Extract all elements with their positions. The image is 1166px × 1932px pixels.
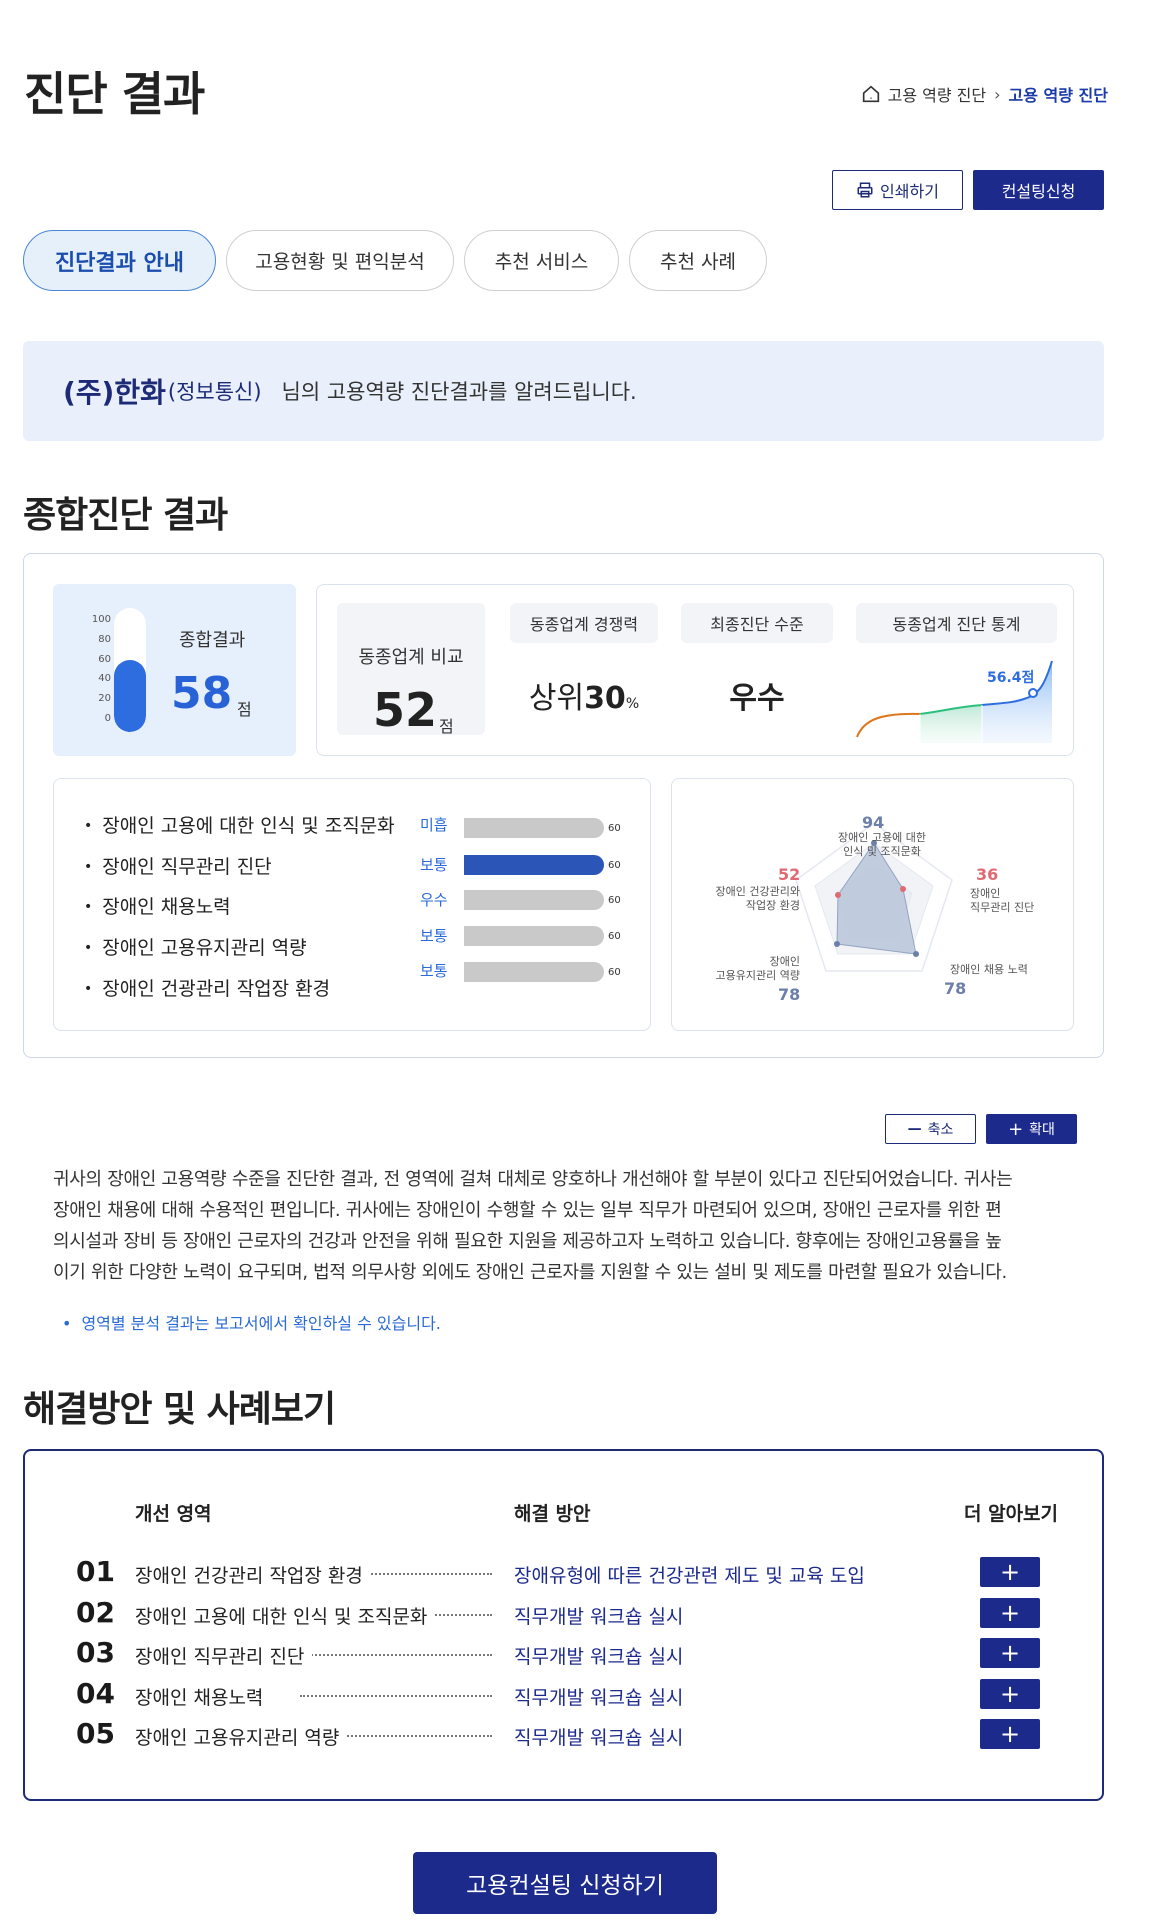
radar-label: 장애인 직무관리 진단 xyxy=(970,887,1035,914)
radar-value: 94 xyxy=(862,813,885,832)
area-name: 장애인 채용노력 xyxy=(84,892,230,919)
industry-stats-curve xyxy=(856,660,1053,743)
learn-more-button[interactable]: + xyxy=(980,1719,1040,1749)
solutions-panel xyxy=(23,1449,1104,1801)
plus-icon: + xyxy=(1008,1118,1024,1140)
thermometer-scale: 100 80 60 40 20 0 xyxy=(91,614,111,724)
breadcrumb-current[interactable]: 고용 역량 진단 xyxy=(1008,86,1108,105)
learn-more-button[interactable]: + xyxy=(980,1598,1040,1628)
consulting-request-button[interactable]: 컨설팅신청 xyxy=(973,170,1104,210)
minus-icon: — xyxy=(907,1121,922,1137)
radar-value: 78 xyxy=(944,979,967,998)
tab-bar: 진단결과 안내 고용현황 및 편익분석 추천 서비스 추천 사례 xyxy=(23,230,767,291)
area-level: 보통 xyxy=(420,927,448,945)
area-score-bar xyxy=(464,818,604,838)
total-score-value: 58 xyxy=(171,668,233,719)
total-score-label: 종합결과 xyxy=(179,630,246,651)
radar-value: 52 xyxy=(778,865,801,884)
solution-link[interactable]: 직무개발 워크숍 실시 xyxy=(514,1646,684,1668)
competitiveness-label: 동종업계 경쟁력 xyxy=(510,603,658,643)
solutions-section-title: 해결방안 및 사례보기 xyxy=(23,1389,336,1430)
solution-row: 02 장애인 고용에 대한 인식 및 조직문화 직무개발 워크숍 실시 + xyxy=(0,1594,1166,1634)
header-improvement-area: 개선 영역 xyxy=(135,1503,212,1525)
apply-consulting-button[interactable]: 고용컨설팅 신청하기 xyxy=(413,1852,717,1914)
total-score-unit: 점 xyxy=(237,700,252,719)
area-level: 보통 xyxy=(420,962,448,980)
solution-link[interactable]: 직무개발 워크숍 실시 xyxy=(514,1606,684,1628)
total-score-card: 100 80 60 40 20 0 종합결과 58 점 xyxy=(53,584,296,756)
radar-chart-card: 94 장애인 고용에 대한 인식 및 조직문화 36 장애인 직무관리 진단 장애인… xyxy=(671,778,1074,1031)
area-level: 미흡 xyxy=(420,816,448,834)
home-icon[interactable] xyxy=(860,83,882,105)
area-score: 60 xyxy=(608,931,621,942)
page-title: 진단 결과 xyxy=(24,67,205,121)
breadcrumb-parent[interactable]: 고용 역량 진단 xyxy=(887,86,987,105)
company-department: (정보통신) xyxy=(167,380,262,404)
tab-recommended-cases[interactable]: 추천 사례 xyxy=(629,230,767,291)
solution-link[interactable]: 장애유형에 따른 건강관련 제도 및 교육 도입 xyxy=(514,1565,865,1587)
area-level: 보통 xyxy=(420,856,448,874)
area-name: 장애인 직무관리 진단 xyxy=(84,852,271,879)
breadcrumb: 고용 역량 진단 › 고용 역량 진단 xyxy=(860,82,1108,106)
thermometer-fill xyxy=(114,660,146,732)
area-score: 60 xyxy=(608,860,621,871)
area-name: 장애인 고용유지관리 역량 xyxy=(84,933,306,960)
learn-more-button[interactable]: + xyxy=(980,1679,1040,1709)
chevron-right-icon: › xyxy=(994,84,1001,104)
notice-message: 님의 고용역량 진단결과를 알려드립니다. xyxy=(281,380,637,404)
report-note: 영역별 분석 결과는 보고서에서 확인하실 수 있습니다. xyxy=(62,1310,440,1334)
competitiveness-value: 상위30% xyxy=(528,681,640,716)
tab-recommended-service[interactable]: 추천 서비스 xyxy=(464,230,619,291)
radar-label: 장애인 고용에 대한 인식 및 조직문화 xyxy=(838,831,926,858)
thermometer-gauge xyxy=(114,608,146,732)
tab-diagnosis-guide[interactable]: 진단결과 안내 xyxy=(23,230,216,291)
shrink-button[interactable]: — 축소 xyxy=(885,1114,976,1144)
radar-value: 78 xyxy=(778,985,801,1004)
learn-more-button[interactable]: + xyxy=(980,1557,1040,1587)
radar-label: 장애인 건강관리와 작업장 환경 xyxy=(715,885,800,912)
company-name: (주)한화 xyxy=(63,376,166,409)
area-score: 60 xyxy=(608,823,621,834)
learn-more-button[interactable]: + xyxy=(980,1638,1040,1668)
tab-employment-status[interactable]: 고용현황 및 편익분석 xyxy=(226,230,454,291)
result-notice: (주)한화 (정보통신) 님의 고용역량 진단결과를 알려드립니다. xyxy=(23,341,1104,441)
solution-row: 01 장애인 건강관리 작업장 환경 장애유형에 따른 건강관련 제도 및 교육… xyxy=(0,1553,1166,1593)
area-scores-card: 장애인 고용에 대한 인식 및 조직문화 미흡 60 장애인 직무관리 진단 보… xyxy=(53,778,651,1031)
industry-compare-card: 동종업계 비교 52 점 동종업계 경쟁력 상위30% 최종진단 수준 우수 동… xyxy=(316,584,1074,756)
summary-section-title: 종합진단 결과 xyxy=(23,495,228,536)
area-name: 장애인 고용에 대한 인식 및 조직문화 xyxy=(84,811,394,838)
solution-row: 03 장애인 직무관리 진단 직무개발 워크숍 실시 + xyxy=(0,1634,1166,1674)
area-name: 장애인 건광관리 작업장 환경 xyxy=(84,974,330,1001)
area-score-bar xyxy=(464,926,604,946)
expand-button[interactable]: + 확대 xyxy=(986,1114,1077,1144)
diagnosis-description: 귀사의 장애인 고용역량 수준을 진단한 결과, 전 영역에 걸쳐 대체로 양호… xyxy=(53,1169,1013,1283)
area-score-bar xyxy=(464,890,604,910)
printer-icon xyxy=(857,182,873,198)
radar-value: 36 xyxy=(976,865,999,884)
final-level-label: 최종진단 수준 xyxy=(681,603,833,643)
header-solution: 해결 방안 xyxy=(514,1503,591,1525)
area-score-bar xyxy=(464,962,604,982)
final-level-value: 우수 xyxy=(729,681,785,716)
industry-stats-label: 동종업계 진단 통계 xyxy=(856,603,1057,643)
area-score: 60 xyxy=(608,895,621,906)
solution-row: 04 장애인 채용노력 직무개발 워크숍 실시 + xyxy=(0,1675,1166,1715)
area-score-bar xyxy=(464,855,604,875)
industry-compare-box: 동종업계 비교 52 점 xyxy=(337,603,485,737)
radar-label: 장애인 고용유지관리 역량 xyxy=(715,955,800,982)
summary-panel xyxy=(23,553,1104,1058)
header-learn-more: 더 알아보기 xyxy=(964,1503,1059,1525)
industry-compare-value: 52 xyxy=(373,683,438,737)
area-level: 우수 xyxy=(420,891,448,909)
solution-link[interactable]: 직무개발 워크숍 실시 xyxy=(514,1687,684,1709)
radar-chart xyxy=(795,822,953,972)
print-button[interactable]: 인쇄하기 xyxy=(832,170,963,210)
solution-link[interactable]: 직무개발 워크숍 실시 xyxy=(514,1727,684,1749)
radar-label: 장애인 채용 노력 xyxy=(950,963,1028,976)
area-score: 60 xyxy=(608,967,621,978)
industry-stats-value: 56.4점 xyxy=(987,670,1035,686)
solution-row: 05 장애인 고용유지관리 역량 직무개발 워크숍 실시 + xyxy=(0,1715,1166,1755)
